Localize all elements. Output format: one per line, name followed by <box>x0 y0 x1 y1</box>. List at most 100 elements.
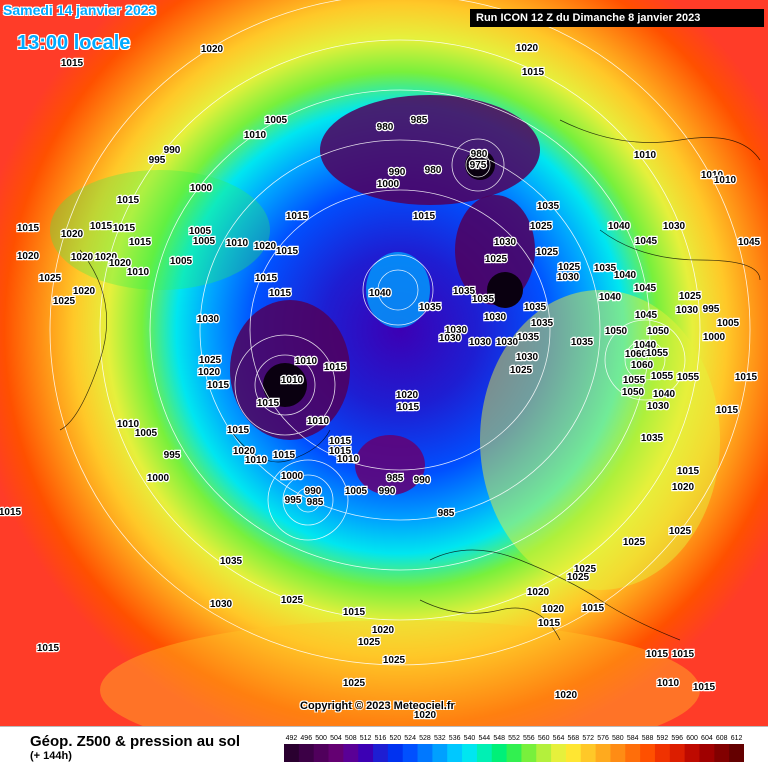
pressure-label: 995 <box>164 450 181 461</box>
scale-value: 552 <box>508 735 520 742</box>
pressure-label: 1030 <box>469 337 492 348</box>
pressure-label: 1010 <box>226 238 249 249</box>
pressure-label: 1050 <box>647 326 670 337</box>
pressure-label: 1015 <box>716 405 739 416</box>
pressure-label: 1005 <box>345 486 368 497</box>
pressure-label: 1030 <box>494 237 517 248</box>
pressure-label: 1015 <box>255 273 278 284</box>
scale-swatch <box>358 744 374 762</box>
pressure-label: 990 <box>305 486 322 497</box>
pressure-label: 995 <box>285 495 302 506</box>
pressure-label: 1020 <box>201 44 224 55</box>
pressure-label: 980 <box>471 149 488 160</box>
pressure-label: 1025 <box>510 365 533 376</box>
pressure-label: 1020 <box>73 286 96 297</box>
pressure-label: 1020 <box>555 690 578 701</box>
pressure-label: 1030 <box>496 337 519 348</box>
forecast-lead: (+ 144h) <box>30 750 72 762</box>
scale-swatch <box>699 744 715 762</box>
scale-value: 580 <box>612 735 624 742</box>
pressure-label: 1015 <box>90 221 113 232</box>
pressure-label: 1045 <box>635 310 658 321</box>
pressure-label: 1060 <box>631 360 654 371</box>
pressure-label: 985 <box>411 115 428 126</box>
pressure-label: 1040 <box>653 389 676 400</box>
pressure-label: 1010 <box>244 130 267 141</box>
pressure-label: 1055 <box>623 375 646 386</box>
pressure-label: 995 <box>703 304 720 315</box>
pressure-label: 1025 <box>199 355 222 366</box>
pressure-label: 1015 <box>276 246 299 257</box>
pressure-labels: 1020101510201015100510109809859809759809… <box>0 42 762 723</box>
pressure-label: 1055 <box>677 372 700 383</box>
pressure-label: 1030 <box>676 305 699 316</box>
pressure-label: 1030 <box>484 312 507 323</box>
vortex-north <box>320 95 540 205</box>
pressure-label: 1015 <box>269 288 292 299</box>
scale-swatch <box>298 744 315 762</box>
pressure-label: 1005 <box>170 256 193 267</box>
scale-swatch <box>447 744 463 762</box>
pressure-label: 1025 <box>623 537 646 548</box>
scale-value: 540 <box>464 735 476 742</box>
pressure-label: 1020 <box>527 587 550 598</box>
pressure-label: 1035 <box>524 302 547 313</box>
pressure-label: 985 <box>438 508 455 519</box>
pressure-label: 1020 <box>233 446 256 457</box>
pressure-label: 1035 <box>571 337 594 348</box>
pressure-label: 1045 <box>635 236 658 247</box>
scale-swatch <box>373 744 389 762</box>
scale-swatch <box>521 744 537 762</box>
pressure-label: 1010 <box>714 175 737 186</box>
pressure-label: 1045 <box>634 283 657 294</box>
pressure-label: 1015 <box>207 380 230 391</box>
pressure-label: 1030 <box>663 221 686 232</box>
pressure-label: 1025 <box>530 221 553 232</box>
pressure-label: 1005 <box>717 318 740 329</box>
vortex-south <box>355 435 425 495</box>
asian-ridge <box>50 170 270 290</box>
pressure-label: 1060 <box>625 349 648 360</box>
scale-swatch <box>313 744 330 762</box>
pressure-label: 1025 <box>669 526 692 537</box>
scale-value: 584 <box>627 735 639 742</box>
vortex-core-ne <box>487 272 523 308</box>
pressure-label: 1015 <box>37 643 60 654</box>
pressure-label: 1015 <box>129 237 152 248</box>
forecast-date: Samedi 14 janvier 2023 <box>3 2 157 18</box>
scale-swatch <box>417 744 433 762</box>
pressure-label: 1020 <box>254 241 277 252</box>
scale-swatch <box>654 744 671 762</box>
pressure-label: 1015 <box>273 450 296 461</box>
pressure-label: 1000 <box>190 183 213 194</box>
pressure-label: 1025 <box>39 273 62 284</box>
pressure-label: 1025 <box>343 678 366 689</box>
pressure-label: 1015 <box>257 398 280 409</box>
scale-value: 556 <box>523 735 535 742</box>
scale-value: 512 <box>360 735 372 742</box>
scale-swatch <box>551 744 567 762</box>
pressure-label: 1015 <box>735 372 758 383</box>
geopotential-map: 1020101510201015100510109809859809759809… <box>0 0 768 726</box>
color-scale: 492 496 500 504 508 512 516 520 524 528 532 536 540 5… <box>284 735 744 762</box>
pressure-label: 1025 <box>536 247 559 258</box>
forecast-time: 13:00 locale <box>17 32 131 54</box>
pressure-label: 1010 <box>634 150 657 161</box>
coastlines <box>59 119 761 641</box>
pressure-label: 1010 <box>657 678 680 689</box>
pressure-label: 1015 <box>522 67 545 78</box>
pressure-label: 1015 <box>0 507 22 518</box>
pressure-label: 1035 <box>453 286 476 297</box>
scale-swatch <box>491 744 508 762</box>
copyright-notice: Copyright © 2023 Meteociel.fr <box>300 700 455 712</box>
pressure-label: 1010 <box>295 356 318 367</box>
pressure-label: 1015 <box>117 195 140 206</box>
pressure-label: 1005 <box>135 428 158 439</box>
pressure-label: 1020 <box>17 251 40 262</box>
pressure-label: 1025 <box>358 637 381 648</box>
pressure-label: 1025 <box>281 595 304 606</box>
scale-swatch <box>506 744 522 762</box>
pressure-label: 1010 <box>337 454 360 465</box>
scale-value: 520 <box>389 735 401 742</box>
warm-bands <box>50 170 720 726</box>
